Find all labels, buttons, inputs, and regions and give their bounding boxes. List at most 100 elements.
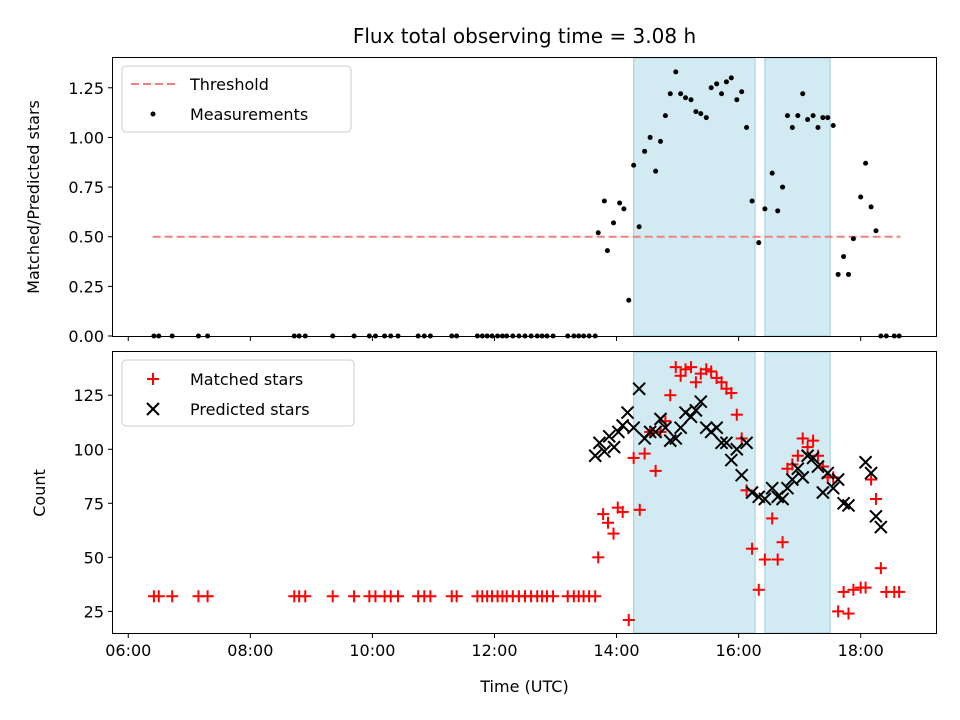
measurements-point — [662, 113, 668, 119]
measurements-point — [810, 113, 816, 119]
measurements-point — [631, 162, 637, 168]
top-y-ticks: 0.00 0.25 0.50 0.75 1.00 1.25 — [68, 79, 113, 346]
measurements-point — [636, 224, 642, 230]
measurements-point — [850, 236, 856, 242]
y-tick-label: 100 — [73, 440, 104, 459]
measurements-point — [611, 220, 617, 226]
matched-stars-point — [450, 590, 463, 603]
predicted-stars-point — [620, 405, 635, 420]
measurements-point — [762, 206, 768, 212]
matched-stars-point — [791, 449, 804, 462]
matched-stars-point — [669, 361, 682, 374]
y-tick-label: 50 — [84, 548, 104, 567]
predicted-stars-point — [826, 481, 840, 495]
predicted-stars-point — [719, 436, 734, 450]
measurements-point — [784, 113, 790, 119]
measurements-point — [708, 85, 714, 91]
y-tick-label: 0.50 — [68, 228, 104, 247]
predicted-stars-point — [694, 395, 708, 409]
predicted-stars-point — [592, 436, 607, 450]
matched-stars-point — [607, 527, 620, 540]
matched-stars-point — [597, 508, 610, 521]
measurements-point — [789, 125, 795, 130]
bottom-y-ticks: 25 50 75 100 125 — [73, 386, 113, 621]
matched-stars-point — [326, 590, 339, 603]
measurements-point — [815, 125, 821, 130]
shaded-region-0 — [633, 351, 756, 634]
matched-stars-point — [166, 590, 179, 603]
legend-predicted-label: Predicted stars — [190, 400, 310, 419]
chart-title: Flux total observing time = 3.08 h — [353, 24, 696, 48]
measurements-point — [617, 200, 623, 206]
y-tick-label: 0.25 — [68, 277, 104, 296]
measurements-point — [683, 95, 689, 101]
predicted-stars-point — [597, 444, 612, 459]
predicted-stars-point — [869, 509, 883, 523]
measurements-point — [858, 194, 864, 200]
measurements-point — [723, 79, 729, 85]
measurements-point — [703, 115, 709, 121]
matched-stars-point — [842, 607, 855, 620]
measurements-point — [642, 148, 648, 154]
top-x-ticks — [127, 336, 862, 341]
predicted-stars-point — [816, 485, 830, 500]
matched-stars-point — [801, 441, 814, 454]
y-tick-label: 25 — [84, 602, 104, 621]
measurements-point — [868, 204, 874, 210]
measurements-point — [769, 170, 775, 176]
matched-stars-point — [725, 387, 738, 400]
measurements-point — [795, 113, 801, 119]
measurements-point — [744, 125, 750, 130]
matched-stars-point — [602, 516, 615, 529]
matched-stars-point — [832, 605, 845, 618]
top-y-axis-label: Matched/Predicted stars — [24, 100, 43, 294]
matched-stars-point — [796, 432, 809, 445]
predicted-stars-point — [588, 449, 602, 463]
predicted-stars-point — [811, 459, 825, 474]
predicted-stars-point — [796, 470, 810, 485]
measurements-point — [825, 115, 831, 121]
x-tick-label: 06:00 — [105, 641, 151, 660]
measurements-point — [688, 97, 694, 103]
y-tick-label: 0.75 — [68, 178, 104, 197]
top-axes-frame — [112, 57, 937, 337]
predicted-stars-point — [745, 485, 759, 500]
matched-stars-point — [874, 562, 887, 575]
matched-stars-point — [705, 365, 718, 378]
matched-stars-point — [592, 551, 605, 564]
matched-stars-point — [776, 536, 789, 549]
measurements-point — [863, 160, 869, 166]
matched-stars-point — [547, 590, 560, 603]
predicted-stars-point — [658, 420, 673, 435]
measurements-point — [749, 198, 755, 204]
legend-measurements-dot — [150, 111, 156, 117]
matched-stars-point — [299, 590, 312, 603]
legend-predicted-marker — [146, 402, 160, 416]
matched-stars-point — [622, 614, 635, 627]
matched-stars-point — [638, 447, 651, 460]
legend-matched-label: Matched stars — [190, 370, 303, 389]
predicted-stars-point — [724, 453, 739, 467]
matched-stars-point — [746, 542, 759, 555]
measurements-point — [728, 75, 734, 81]
y-tick-label: 1.25 — [68, 79, 104, 98]
measurements-point — [800, 91, 806, 97]
bottom-x-ticks: 06:00 08:00 10:00 12:00 14:00 16:00 18:00 — [105, 633, 884, 660]
legend-measurements-label: Measurements — [190, 105, 308, 124]
matched-stars-point — [766, 512, 779, 525]
predicted-stars-point — [602, 429, 616, 444]
shaded-region-1 — [764, 57, 831, 337]
matched-stars-point — [348, 590, 361, 603]
measurements-point — [693, 109, 699, 115]
measurements-point — [653, 168, 659, 174]
bottom-axes-frame — [112, 351, 937, 634]
predicted-stars-point — [643, 425, 657, 439]
matched-stars-point — [715, 376, 728, 389]
measurements-point — [667, 91, 673, 97]
predicted-stars-point — [615, 418, 630, 433]
matched-stars-point — [859, 581, 872, 594]
bottom-panel: Count Time (UTC) 25 50 75 100 125 06:00 08:00… — [30, 351, 937, 696]
measurements-point — [621, 206, 627, 212]
y-tick-label: 0.00 — [68, 327, 104, 346]
measurements-point — [739, 89, 745, 95]
